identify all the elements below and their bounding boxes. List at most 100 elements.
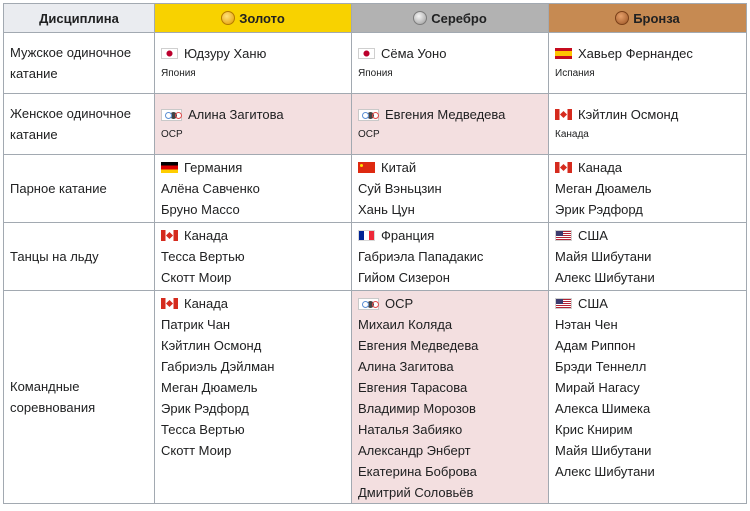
athlete-link[interactable]: Габриэль Дэйлман (161, 359, 275, 374)
athlete-link[interactable]: Алина Загитова (188, 106, 284, 122)
usa-flag-icon (555, 298, 572, 309)
team-link[interactable]: США (578, 228, 608, 243)
country-label[interactable]: Япония (358, 67, 393, 79)
silver-cell: Сёма Уоно Япония (351, 32, 549, 94)
silver-cell: Китай Суй Вэньцзин Хань Цун (351, 154, 549, 223)
athlete-link[interactable]: Эрик Рэдфорд (555, 202, 643, 217)
gold-cell: Алина Загитова OCP (154, 93, 352, 155)
table-row: Женское одиночное катание Алина Загитова… (3, 93, 747, 155)
athlete-link[interactable]: Александр Энберт (358, 443, 471, 458)
athlete-link[interactable]: Эрик Рэдфорд (161, 401, 249, 416)
team-link[interactable]: Китай (381, 160, 417, 175)
bronze-header[interactable]: Бронза (548, 3, 747, 33)
athlete-link[interactable]: Брэди Теннелл (555, 359, 647, 374)
athlete-link[interactable]: Патрик Чан (161, 317, 231, 332)
athlete-link[interactable]: Гийом Сизерон (358, 270, 450, 285)
athlete-link[interactable]: Евгения Медведева (358, 338, 479, 353)
athlete-link[interactable]: Хавьер Фернандес (578, 45, 693, 61)
athlete-link[interactable]: Алекс Шибутани (555, 270, 655, 285)
discipline-cell: Танцы на льду (3, 222, 155, 291)
athlete-link[interactable]: Тесса Вертью (161, 422, 245, 437)
country-label[interactable]: Испания (555, 67, 595, 79)
japan-flag-icon (161, 47, 178, 59)
athlete-link[interactable]: Алекс Шибутани (555, 464, 655, 479)
athlete-link[interactable]: Алина Загитова (358, 359, 454, 374)
athlete-link[interactable]: Алекса Шимека (555, 401, 651, 416)
athlete-link[interactable]: Владимир Морозов (358, 401, 476, 416)
bronze-cell: США Майя Шибутани Алекс Шибутани (548, 222, 747, 291)
discipline-cell: Командные соревнования (3, 290, 155, 504)
bronze-cell: Хавьер Фернандес Испания (548, 32, 747, 94)
athlete-link[interactable]: Бруно Массо (161, 202, 240, 217)
athlete-link[interactable]: Кэйтлин Осмонд (578, 106, 679, 122)
athlete-link[interactable]: Евгения Тарасова (358, 380, 468, 395)
country-label[interactable]: Япония (161, 67, 196, 79)
athlete-link[interactable]: Дмитрий Соловьёв (358, 485, 474, 500)
athlete-link[interactable]: Юдзуру Ханю (184, 45, 267, 61)
athlete-link[interactable]: Майя Шибутани (555, 443, 652, 458)
gold-medal-icon (221, 10, 236, 25)
athlete-link[interactable]: Тесса Вертью (161, 249, 245, 264)
header-row: Дисциплина Золото Серебро Бронза (3, 3, 747, 33)
athlete-link[interactable]: Нэтан Чен (555, 317, 618, 332)
discipline-header[interactable]: Дисциплина (3, 3, 155, 33)
table-row: Парное катание Германия Алёна Савченко Б… (3, 154, 747, 223)
discipline-cell: Мужское одиночное катание (3, 32, 155, 94)
athlete-link[interactable]: Сёма Уоно (381, 45, 447, 61)
bronze-cell: Канада Меган Дюамель Эрик Рэдфорд (548, 154, 747, 223)
japan-flag-icon (358, 47, 375, 59)
bronze-medal-icon (615, 10, 630, 25)
silver-cell: Франция Габриэла Пападакис Гийом Сизерон (351, 222, 549, 291)
athlete-link[interactable]: Хань Цун (358, 202, 415, 217)
table-row: Мужское одиночное катание Юдзуру Ханю Яп… (3, 32, 747, 94)
athlete-link[interactable]: Крис Книрим (555, 422, 633, 437)
athlete-link[interactable]: Адам Риппон (555, 338, 636, 353)
athlete-link[interactable]: Алёна Савченко (161, 181, 260, 196)
athlete-link[interactable]: Майя Шибутани (555, 249, 652, 264)
athlete-link[interactable]: Евгения Медведева (385, 106, 506, 122)
team-link[interactable]: Канада (184, 228, 229, 243)
athlete-link[interactable]: Мирай Нагасу (555, 380, 640, 395)
usa-flag-icon (555, 230, 572, 241)
athlete-link[interactable]: Михаил Коляда (358, 317, 453, 332)
medal-table: Дисциплина Золото Серебро Бронза Мужское… (3, 3, 747, 504)
silver-header[interactable]: Серебро (351, 3, 549, 33)
athlete-link[interactable]: Екатерина Боброва (358, 464, 477, 479)
team-link[interactable]: OCP (385, 296, 414, 311)
olympic-flag-icon (358, 108, 379, 121)
table-row: Командные соревнования Канада Патрик Чан… (3, 290, 747, 504)
gold-cell: Германия Алёна Савченко Бруно Массо (154, 154, 352, 223)
athlete-link[interactable]: Кэйтлин Осмонд (161, 338, 262, 353)
canada-flag-icon (161, 230, 178, 241)
athlete-link[interactable]: Суй Вэньцзин (358, 181, 442, 196)
country-label[interactable]: OCP (161, 128, 183, 140)
athlete-link[interactable]: Скотт Моир (161, 443, 232, 458)
country-label[interactable]: OCP (358, 128, 380, 140)
silver-cell: Евгения Медведева OCP (351, 93, 549, 155)
athlete-link[interactable]: Скотт Моир (161, 270, 232, 285)
team-link[interactable]: Канада (578, 160, 623, 175)
olympic-flag-icon (161, 108, 182, 121)
team-link[interactable]: Германия (184, 160, 243, 175)
team-link[interactable]: США (578, 296, 608, 311)
team-link[interactable]: Канада (184, 296, 229, 311)
olympic-flag-icon (358, 298, 379, 310)
germany-flag-icon (161, 162, 178, 173)
gold-header[interactable]: Золото (154, 3, 352, 33)
discipline-cell: Женское одиночное катание (3, 93, 155, 155)
gold-cell: Канада Тесса Вертью Скотт Моир (154, 222, 352, 291)
canada-flag-icon (555, 162, 572, 173)
athlete-link[interactable]: Наталья Забияко (358, 422, 463, 437)
silver-medal-icon (413, 10, 428, 25)
athlete-link[interactable]: Меган Дюамель (161, 380, 258, 395)
country-label[interactable]: Канада (555, 128, 589, 140)
gold-cell: Канада Патрик Чан Кэйтлин Осмонд Габриэл… (154, 290, 352, 504)
spain-flag-icon (555, 47, 572, 59)
canada-flag-icon (161, 298, 178, 309)
athlete-link[interactable]: Габриэла Пападакис (358, 249, 484, 264)
athlete-link[interactable]: Меган Дюамель (555, 181, 652, 196)
table-row: Танцы на льду Канада Тесса Вертью Скотт … (3, 222, 747, 291)
france-flag-icon (358, 230, 375, 241)
team-link[interactable]: Франция (381, 228, 435, 243)
china-flag-icon (358, 162, 375, 173)
